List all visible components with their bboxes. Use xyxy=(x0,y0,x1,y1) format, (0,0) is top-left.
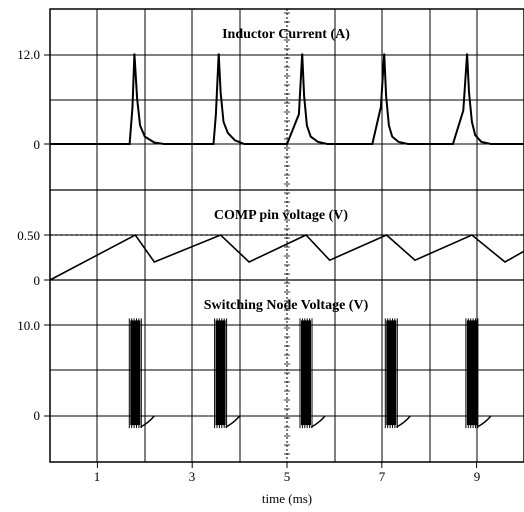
comp-y-tick-0: 0 xyxy=(34,273,41,288)
comp-voltage-trace xyxy=(49,233,524,281)
switching-burst-ringing xyxy=(395,415,411,428)
x-axis-label: time (ms) xyxy=(262,491,312,506)
x-tick-3: 3 xyxy=(189,469,196,484)
switch-y-tick-0: 0 xyxy=(34,408,41,423)
switching-burst-block xyxy=(386,320,397,426)
comp-voltage-title: COMP pin voltage (V) xyxy=(214,208,348,223)
switching-burst-block xyxy=(301,320,311,426)
switching-burst xyxy=(299,318,326,429)
switching-burst xyxy=(465,318,492,429)
switching-node-panel xyxy=(128,318,492,429)
plot-border xyxy=(49,8,524,463)
inductor-y-tick-12: 12.0 xyxy=(17,47,40,62)
switching-burst-ringing xyxy=(476,415,492,428)
inductor-current-trace xyxy=(50,53,524,145)
inductor-current-panel xyxy=(50,53,524,145)
switching-node-title: Switching Node Voltage (V) xyxy=(204,298,369,313)
switching-burst-ringing xyxy=(139,415,155,428)
switching-burst xyxy=(214,318,241,429)
x-tick-7: 7 xyxy=(379,469,386,484)
switching-burst xyxy=(384,318,411,429)
switching-burst-ringing xyxy=(225,415,241,428)
comp-y-tick-050: 0.50 xyxy=(17,228,40,243)
comp-voltage-panel xyxy=(49,233,524,281)
switching-burst xyxy=(128,318,155,429)
switching-burst-ringing xyxy=(310,415,326,428)
x-tick-1: 1 xyxy=(94,469,101,484)
switching-burst-block xyxy=(130,320,141,426)
inductor-current-title: Inductor Current (A) xyxy=(222,27,350,42)
switch-y-tick-10: 10.0 xyxy=(17,318,40,333)
x-tick-9: 9 xyxy=(474,469,481,484)
switching-burst-block xyxy=(466,320,477,426)
x-tick-5: 5 xyxy=(284,469,291,484)
switching-burst-block xyxy=(215,320,226,426)
inductor-y-tick-0: 0 xyxy=(34,137,41,152)
